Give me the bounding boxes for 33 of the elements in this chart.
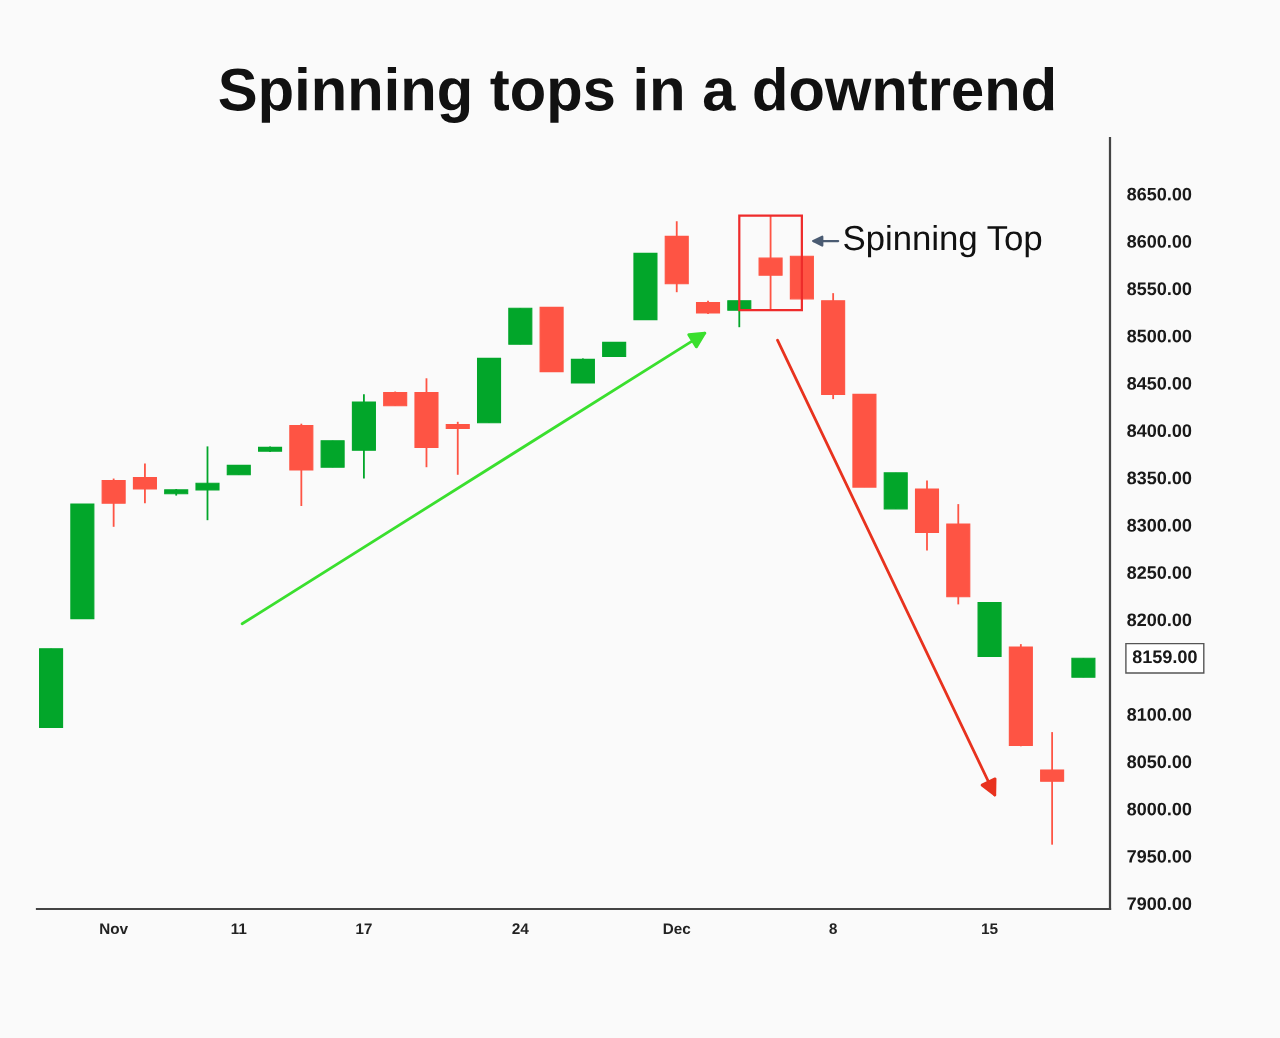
candlestick	[1071, 657, 1096, 679]
y-tick-label: 8450.00	[1127, 376, 1192, 390]
candlestick	[570, 357, 595, 384]
y-tick-label: 8600.00	[1127, 235, 1192, 248]
y-tick-label: 8400.00	[1127, 424, 1192, 438]
x-tick-label: Nov	[100, 923, 129, 935]
y-tick-label: 8500.00	[1127, 329, 1192, 343]
x-tick-label: 24	[512, 923, 529, 934]
y-tick-label: 8000.00	[1127, 802, 1192, 816]
candlestick	[195, 445, 220, 522]
y-tick-label: 8300.00	[1127, 518, 1192, 532]
y-tick-label: 8350.00	[1127, 471, 1192, 485]
text: 8159.00	[1132, 650, 1197, 664]
y-tick-label: 8100.00	[1127, 708, 1192, 721]
x-tick-label: 15	[982, 923, 998, 935]
y-tick-label: 7950.00	[1127, 849, 1192, 863]
y-tick-label: 8250.00	[1127, 566, 1192, 579]
y-tick-label: 8650.00	[1127, 187, 1192, 201]
candlestick	[132, 462, 157, 505]
candlestick	[445, 420, 470, 476]
annotation: Spinning Top	[844, 224, 1042, 258]
y-tick-label: 8550.00	[1127, 282, 1192, 296]
y-tick-label: 8200.00	[1127, 613, 1192, 627]
candlestick	[1040, 731, 1065, 846]
chart-title: Spinning tops in a downtrend	[219, 67, 1054, 123]
x-tick-label: 8	[829, 923, 837, 935]
x-tick-label: Dec	[663, 923, 691, 935]
y-tick-label: 8050.00	[1127, 755, 1192, 769]
candlestick	[101, 477, 126, 528]
y-tick-label: 7900.00	[1127, 897, 1192, 911]
x-tick-label: 11	[231, 923, 247, 934]
candlestick	[758, 214, 783, 312]
x-tick-label: 17	[356, 923, 372, 934]
